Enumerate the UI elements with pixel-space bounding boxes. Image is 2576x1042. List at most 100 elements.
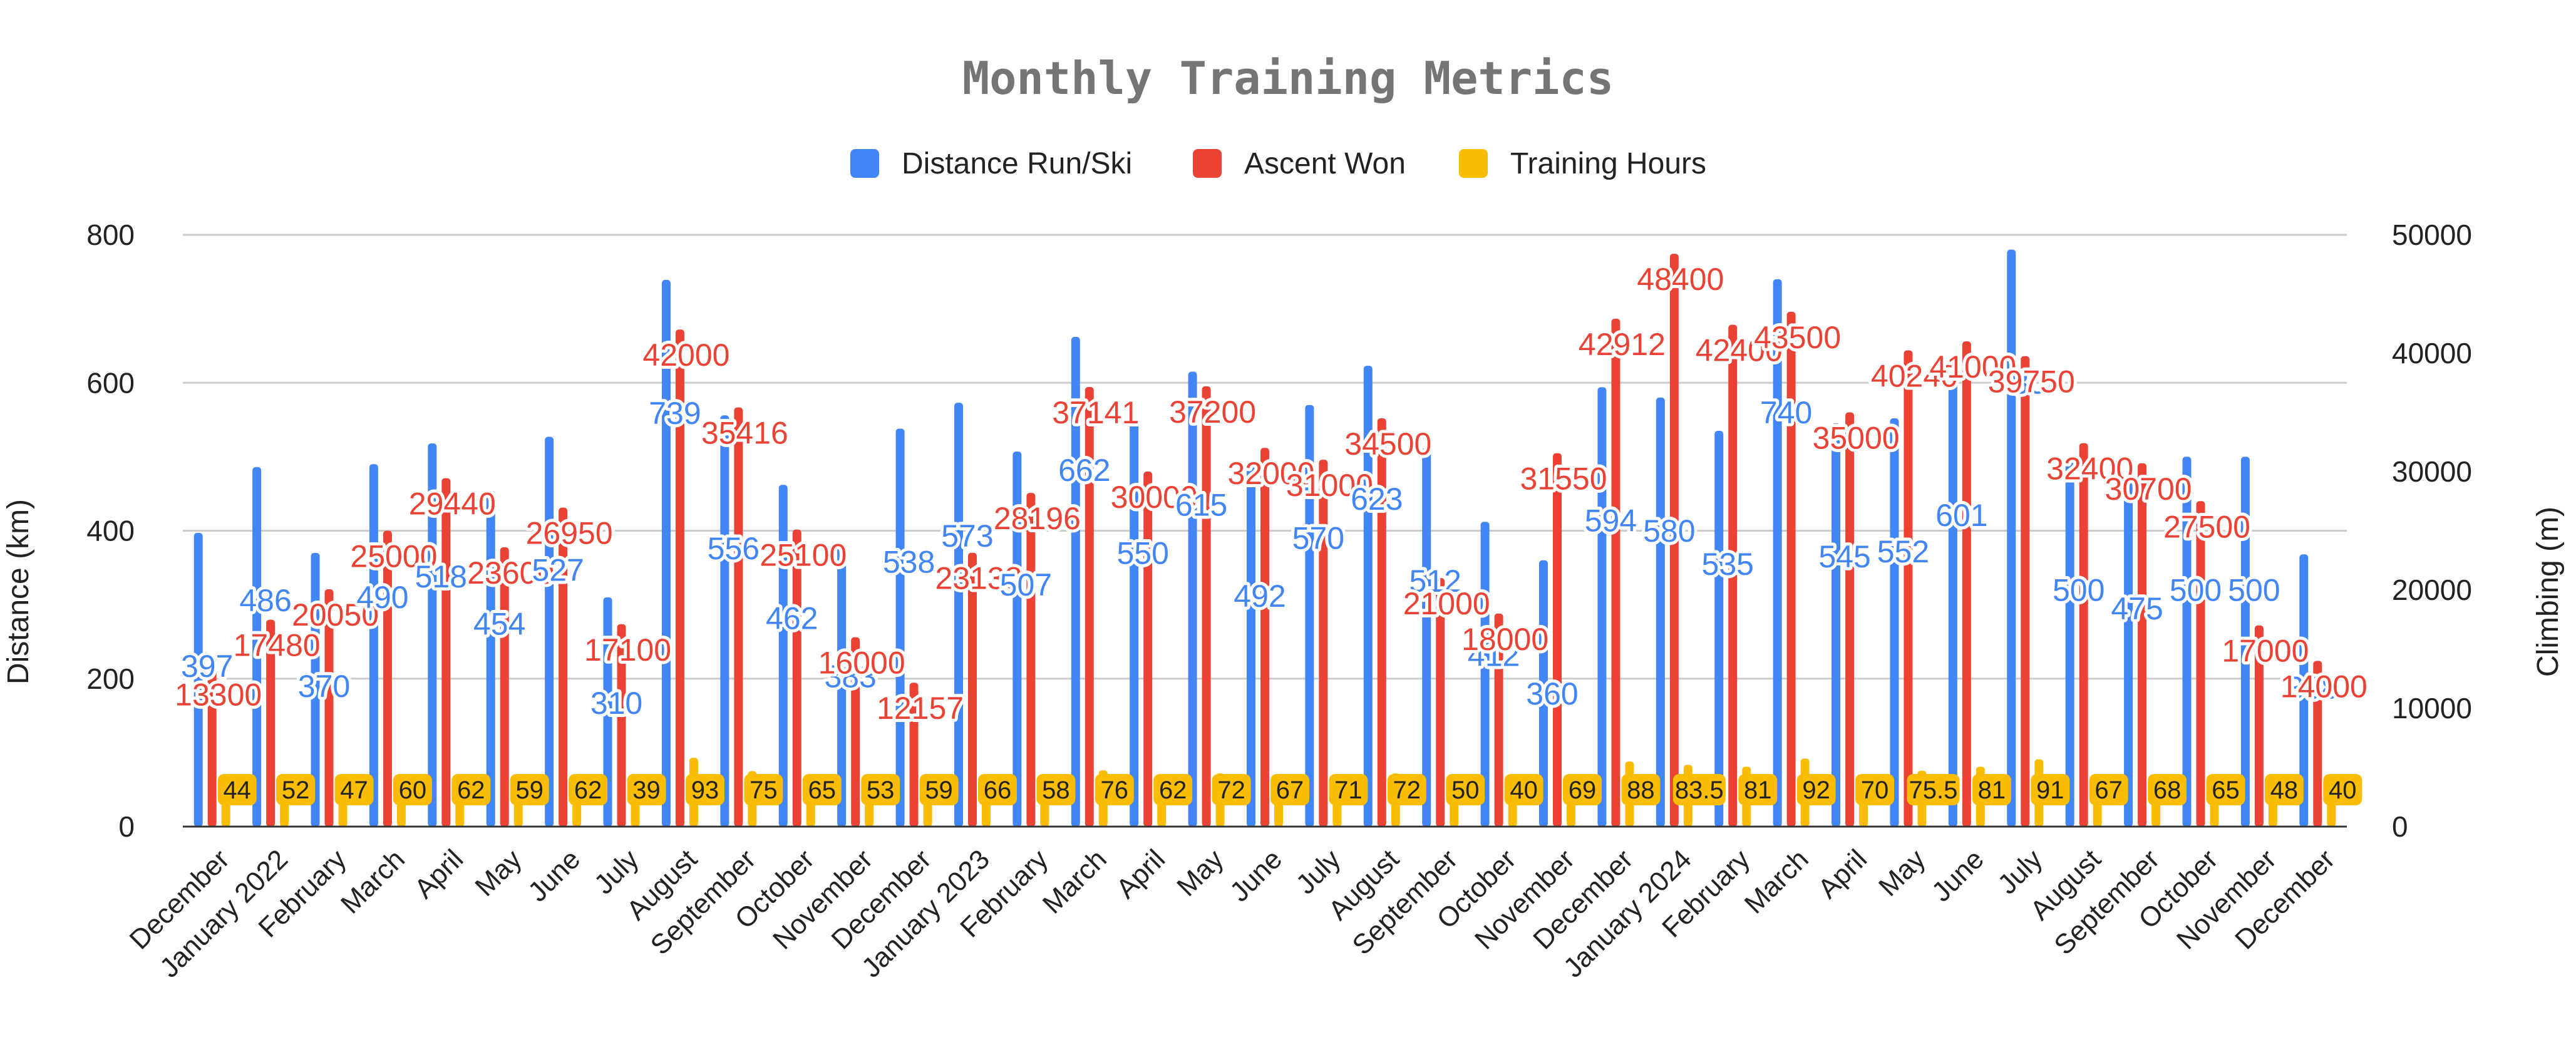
data-label: 17000 [2222,634,2309,669]
data-label: 52 [276,774,316,805]
data-label: 62 [451,774,491,805]
data-label: 81 [1738,774,1778,805]
data-label: 58 [1036,774,1076,805]
data-label-text: 50 [1451,776,1480,804]
data-label-badge [451,774,491,805]
category-label: April [1110,843,1171,904]
data-label: 31550 [1520,462,1607,497]
bar [252,467,262,827]
data-label-text: 59 [925,776,953,804]
bar [1012,451,1022,827]
bar [1319,460,1328,827]
data-label: 76 [1095,774,1134,805]
data-label-badge [1504,774,1543,805]
data-label-text: 65 [2212,776,2240,804]
data-label: 507 [1000,567,1052,602]
bar [967,552,977,827]
data-label: 580 [1643,513,1695,549]
bar [428,443,437,827]
bar [486,490,495,827]
bar [954,403,963,827]
bar [1539,560,1548,827]
data-label-badge [1738,774,1778,805]
data-label: 70 [1855,774,1895,805]
bar [617,624,626,827]
chart-title: Monthly Training Metrics [962,52,1614,105]
data-label-badge [2031,774,2070,805]
right-axis-title: Climbing (m) [2532,507,2565,677]
left-tick-label: 600 [86,366,135,399]
bar [2138,463,2147,827]
data-label: 27500 [2163,509,2250,544]
data-label: 91 [2031,774,2070,805]
data-label-badge [510,774,549,805]
data-label-badge [1907,774,1960,805]
category-label: June [1224,843,1288,907]
data-label-badge [1036,774,1076,805]
data-label: 35416 [701,416,788,451]
data-label: 92 [1796,774,1836,805]
bar [2313,661,2322,827]
bar [778,485,788,827]
data-label-badge [1095,774,1134,805]
bar [909,683,919,827]
bar [1669,254,1679,827]
data-label-text: 62 [457,776,485,804]
bar [1143,472,1153,827]
data-label: 66 [977,774,1017,805]
data-label: 93 [685,774,724,805]
bar [1422,448,1431,827]
bar [1188,371,1197,827]
bar [559,507,568,827]
data-label: 59 [919,774,959,805]
bar [675,329,684,827]
legend-swatch [1459,149,1488,178]
data-label: 623 [1351,482,1403,517]
bar [193,533,203,827]
data-label-text: 58 [1042,776,1070,804]
data-label-badge [1855,774,1895,805]
right-axis-ticks: 0 10000 20000 30000 40000 50000 [2392,219,2472,843]
bar [2182,457,2192,827]
left-tick-label: 200 [86,663,135,695]
left-axis-ticks: 0 200 400 600 800 [86,219,135,843]
data-label: 545 [1818,539,1870,574]
data-label: 601 [1935,498,1987,533]
data-label-badge [2206,774,2245,805]
data-label: 512 [1409,564,1461,599]
data-label-text: 81 [1744,776,1772,804]
data-label-text: 62 [574,776,602,804]
data-label: 412 [1468,637,1520,673]
data-label: 518 [415,559,467,594]
bar [2021,356,2030,827]
data-label-badge [802,774,842,805]
bar [500,547,509,827]
data-label: 30000 [1111,480,1198,515]
bar [603,597,612,827]
bar [545,436,554,827]
data-label: 62 [1153,774,1193,805]
category-label: June [522,843,586,907]
data-label: 615 [1175,488,1227,523]
bar [1890,418,1899,827]
data-label-badge [2264,774,2304,805]
data-label: 67 [2089,774,2128,805]
data-label: 454 [473,607,525,642]
data-label-text: 66 [984,776,1012,804]
data-label: 739 [649,396,701,431]
data-label: 500 [2228,572,2280,607]
legend-item: Ascent Won [1193,147,1406,180]
data-label: 26950 [526,516,613,551]
data-label-text: 47 [340,776,368,804]
bar [1377,418,1386,827]
data-label: 25000 [350,539,437,574]
bar [2240,457,2250,827]
data-label: 25100 [760,538,847,573]
bar [1494,613,1503,827]
category-label: May [469,843,527,902]
data-label-badge [861,774,900,805]
data-label-badge [977,774,1017,805]
data-label: 42000 [642,338,729,373]
data-label: 462 [766,601,818,636]
